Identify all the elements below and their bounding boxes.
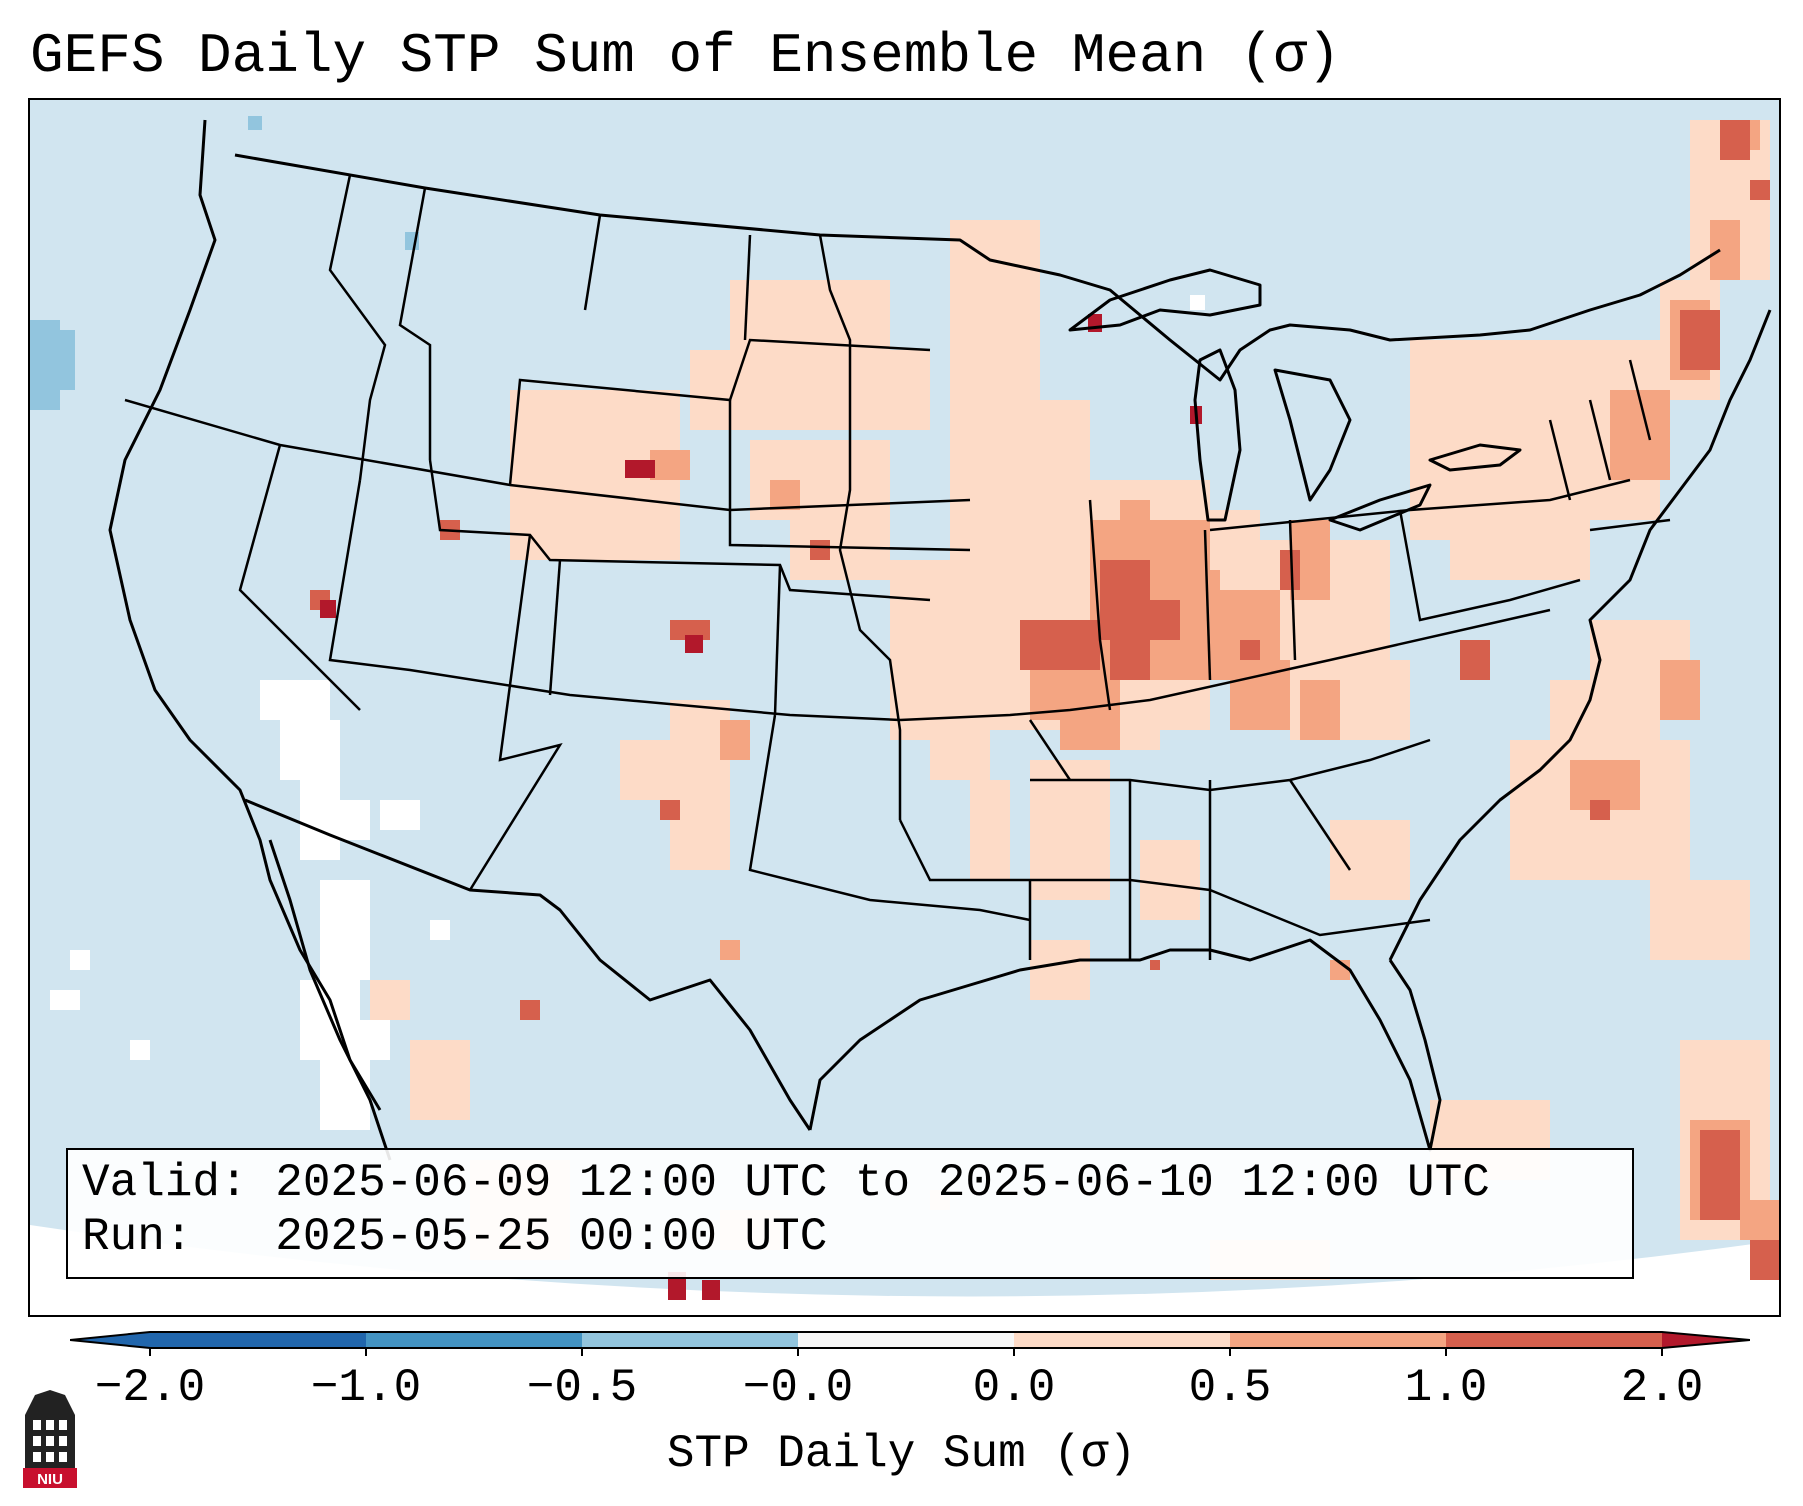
near-zero-cells xyxy=(50,295,1205,1130)
lake-erie xyxy=(1328,483,1432,532)
stp-map xyxy=(30,100,1779,1300)
map-title: GEFS Daily STP Sum of Ensemble Mean (σ) xyxy=(30,24,1341,88)
colorbar-bin-4 xyxy=(798,1332,1014,1348)
colorbar-bin-5 xyxy=(1014,1332,1230,1348)
colorbar-tick-label: 2.0 xyxy=(1620,1362,1704,1414)
valid-time-box: Valid: 2025-06-09 12:00 UTC to 2025-06-1… xyxy=(66,1148,1634,1279)
colorbar-label: STP Daily Sum (σ) xyxy=(666,1428,1137,1480)
valid-label: Valid: xyxy=(82,1157,248,1209)
negative-cells xyxy=(30,116,419,410)
us-mexico-border xyxy=(244,798,812,1131)
colorbar-low-arrow xyxy=(70,1332,150,1348)
colorbar-tick-label: 0.0 xyxy=(972,1362,1056,1414)
colorbar-bin-6 xyxy=(1230,1332,1446,1348)
colorbar-tick-label: −0.5 xyxy=(526,1362,638,1414)
boundary-lines xyxy=(108,119,1772,1161)
niu-logo-icon: NIU xyxy=(23,1390,77,1488)
colorbar-bin-7 xyxy=(1446,1332,1662,1348)
colorbar-bin-3 xyxy=(582,1332,798,1348)
atlantic-coastline xyxy=(1388,309,1772,961)
map-panel xyxy=(28,98,1781,1317)
lake-superior xyxy=(1068,268,1262,332)
colorbar xyxy=(70,1331,1750,1356)
gulf-coastline xyxy=(808,938,1442,1152)
valid-value: 2025-06-09 12:00 UTC to 2025-06-10 12:00… xyxy=(275,1157,1490,1209)
run-value: 2025-05-25 00:00 UTC xyxy=(275,1211,828,1263)
colorbar-high-arrow xyxy=(1662,1332,1750,1348)
colorbar-tick-label: 0.5 xyxy=(1188,1362,1272,1414)
colorbar-bin-1 xyxy=(150,1332,366,1348)
extreme-positive-cells xyxy=(320,314,1202,1300)
state-borders xyxy=(124,174,1671,960)
lake-huron xyxy=(1273,368,1352,502)
colorbar-tick-label: 1.0 xyxy=(1404,1362,1488,1414)
baja-coastline xyxy=(268,839,392,1161)
colorbar-tick-label: −1.0 xyxy=(310,1362,422,1414)
us-canada-border xyxy=(234,153,1721,382)
logo-text: NIU xyxy=(37,1471,63,1488)
run-label: Run: xyxy=(82,1211,193,1263)
colorbar-bin-2 xyxy=(366,1332,582,1348)
lake-michigan xyxy=(1193,348,1242,522)
colorbar-tick-label: −0.0 xyxy=(742,1362,854,1414)
lake-ontario xyxy=(1428,443,1522,472)
colorbar-tick-label: −2.0 xyxy=(94,1362,206,1414)
